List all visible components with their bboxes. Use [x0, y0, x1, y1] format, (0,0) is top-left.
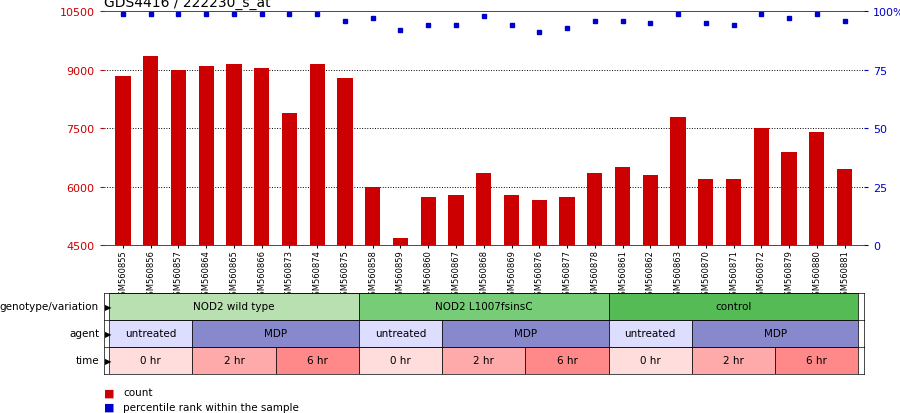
Text: agent: agent	[69, 328, 99, 339]
Text: untreated: untreated	[374, 328, 427, 339]
Bar	[109, 347, 193, 374]
Bar	[109, 320, 193, 347]
Bar	[692, 320, 859, 347]
Bar	[615, 168, 630, 246]
Text: untreated: untreated	[625, 328, 676, 339]
Bar	[670, 117, 686, 246]
Bar	[143, 57, 158, 246]
Bar	[692, 347, 775, 374]
Bar	[310, 65, 325, 246]
Bar	[420, 197, 436, 246]
Bar	[282, 114, 297, 246]
Bar	[781, 152, 797, 246]
Bar	[338, 78, 353, 246]
Bar	[560, 197, 574, 246]
Bar	[643, 176, 658, 246]
Bar	[698, 180, 714, 246]
Bar	[193, 347, 275, 374]
Text: 2 hr: 2 hr	[473, 355, 494, 366]
Text: MDP: MDP	[763, 328, 787, 339]
Bar	[753, 129, 769, 246]
Bar	[199, 67, 214, 246]
Text: genotype/variation: genotype/variation	[0, 301, 99, 312]
Text: MDP: MDP	[514, 328, 537, 339]
Text: count: count	[123, 387, 153, 397]
Bar	[608, 320, 692, 347]
Bar	[504, 195, 519, 246]
Text: ▶: ▶	[105, 302, 112, 311]
Text: ■: ■	[104, 387, 114, 397]
Text: ▶: ▶	[105, 356, 112, 365]
Bar	[608, 347, 692, 374]
Bar	[226, 65, 241, 246]
Text: 0 hr: 0 hr	[140, 355, 161, 366]
Bar	[837, 170, 852, 246]
Text: 6 hr: 6 hr	[806, 355, 827, 366]
Bar	[775, 347, 859, 374]
Text: 6 hr: 6 hr	[307, 355, 328, 366]
Bar	[809, 133, 824, 246]
Text: NOD2 L1007fsinsC: NOD2 L1007fsinsC	[435, 301, 533, 312]
Text: percentile rank within the sample: percentile rank within the sample	[123, 402, 299, 412]
Text: NOD2 wild type: NOD2 wild type	[194, 301, 274, 312]
Bar	[532, 201, 547, 246]
Bar	[254, 69, 269, 246]
Bar	[726, 180, 742, 246]
Text: 0 hr: 0 hr	[640, 355, 661, 366]
Bar	[359, 347, 442, 374]
Text: 6 hr: 6 hr	[556, 355, 578, 366]
Bar	[359, 320, 442, 347]
Bar	[365, 188, 381, 246]
Text: untreated: untreated	[125, 328, 176, 339]
Text: 2 hr: 2 hr	[223, 355, 245, 366]
Bar	[193, 320, 359, 347]
Bar	[359, 293, 608, 320]
Bar	[526, 347, 608, 374]
Bar	[275, 347, 359, 374]
Text: GDS4416 / 222230_s_at: GDS4416 / 222230_s_at	[104, 0, 270, 10]
Bar	[109, 293, 359, 320]
Bar	[476, 174, 491, 246]
Bar	[442, 320, 608, 347]
Bar	[587, 174, 602, 246]
Text: 2 hr: 2 hr	[723, 355, 744, 366]
Bar	[171, 71, 186, 246]
Text: MDP: MDP	[264, 328, 287, 339]
Text: control: control	[716, 301, 751, 312]
Bar	[393, 238, 408, 246]
Bar	[442, 347, 526, 374]
Text: 0 hr: 0 hr	[390, 355, 411, 366]
Bar	[608, 293, 859, 320]
Bar	[448, 195, 464, 246]
Text: time: time	[76, 355, 99, 366]
Text: ▶: ▶	[105, 329, 112, 338]
Bar	[115, 76, 130, 246]
Text: ■: ■	[104, 402, 114, 412]
